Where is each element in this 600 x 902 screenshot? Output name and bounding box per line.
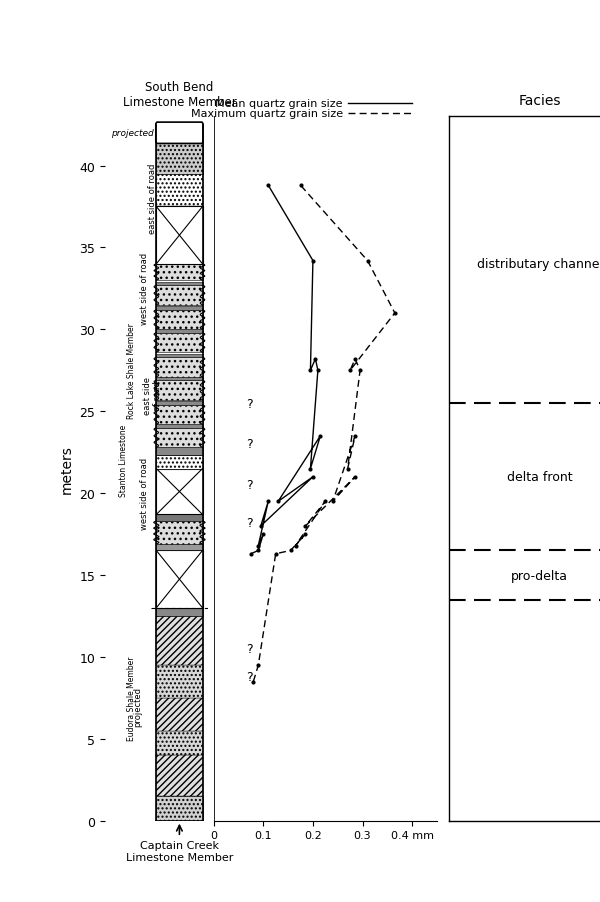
Text: Maximum quartz grain size: Maximum quartz grain size — [191, 109, 343, 119]
Bar — [157, 447, 203, 456]
Bar — [157, 608, 203, 616]
Bar — [157, 286, 203, 306]
Bar — [157, 456, 203, 469]
Bar — [157, 377, 203, 381]
Bar — [157, 174, 203, 207]
Bar — [157, 142, 203, 174]
Text: east side of road: east side of road — [148, 164, 157, 235]
Text: ?: ? — [246, 397, 253, 410]
Text: projected: projected — [112, 129, 154, 138]
Bar — [157, 515, 203, 521]
Bar — [157, 731, 203, 755]
Bar — [157, 330, 203, 333]
Text: Eudora Shale Member: Eudora Shale Member — [127, 656, 136, 741]
Text: Captain Creek
Limestone Member: Captain Creek Limestone Member — [126, 841, 233, 862]
Text: delta front: delta front — [507, 471, 572, 483]
Text: ?: ? — [246, 438, 253, 451]
Bar — [157, 282, 203, 286]
Y-axis label: meters: meters — [60, 445, 74, 493]
Text: Mean quartz grain size: Mean quartz grain size — [215, 99, 343, 109]
Bar — [157, 405, 203, 425]
Bar — [157, 755, 203, 796]
Text: ?: ? — [246, 642, 253, 656]
Bar — [157, 469, 203, 515]
Text: east side
of road: east side of road — [143, 376, 162, 414]
Text: projected: projected — [133, 686, 142, 726]
FancyBboxPatch shape — [156, 123, 203, 144]
Text: Facies: Facies — [518, 94, 561, 107]
Bar — [157, 310, 203, 330]
Text: Stanton Limestone: Stanton Limestone — [119, 425, 128, 497]
Text: distributary channel: distributary channel — [476, 258, 600, 271]
Text: west side of road: west side of road — [140, 457, 149, 529]
Text: Rock Lake Shale Member: Rock Lake Shale Member — [127, 323, 136, 419]
Text: ?: ? — [246, 479, 253, 492]
Bar — [157, 402, 203, 405]
Text: pro-delta: pro-delta — [511, 569, 568, 582]
Bar — [157, 264, 203, 281]
Bar — [157, 666, 203, 698]
Text: ?: ? — [246, 670, 253, 684]
Bar — [157, 381, 203, 400]
Bar — [157, 428, 203, 447]
Bar — [157, 354, 203, 358]
Bar — [157, 698, 203, 731]
Bar — [157, 544, 203, 551]
Bar — [157, 551, 203, 608]
Text: South Bend
Limestone Member: South Bend Limestone Member — [122, 81, 236, 109]
Bar — [157, 521, 203, 544]
Bar — [157, 207, 203, 264]
Bar — [157, 796, 203, 821]
Text: ?: ? — [246, 517, 253, 529]
Bar — [157, 425, 203, 428]
Bar — [157, 358, 203, 377]
Bar — [157, 333, 203, 353]
Bar — [157, 307, 203, 310]
Text: west side of road: west side of road — [140, 253, 149, 325]
Bar — [157, 616, 203, 666]
